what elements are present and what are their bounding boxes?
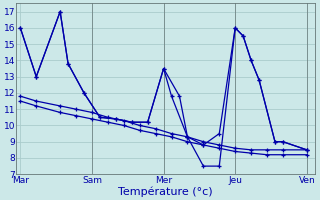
X-axis label: Température (°c): Température (°c) <box>118 186 213 197</box>
